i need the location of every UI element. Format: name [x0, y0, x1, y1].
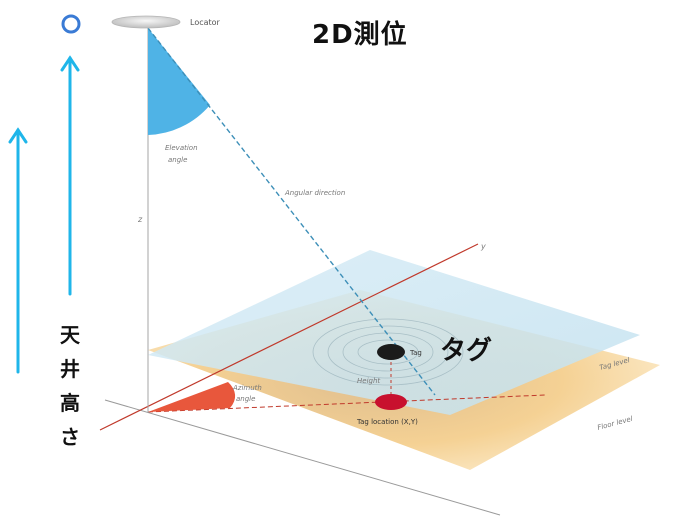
angular-direction-line	[147, 27, 436, 396]
tag-projection-marker	[375, 394, 407, 410]
azimuth-label-line1: Azimuth	[232, 384, 262, 392]
signal-rings	[312, 318, 464, 386]
azimuth-label-line2: angle	[236, 395, 255, 403]
ceiling-height-char-1: 天	[60, 323, 80, 347]
y-axis-line	[99, 243, 479, 431]
angular-direction-label: Angular direction	[284, 189, 345, 197]
tag-location-label: Tag location (X,Y)	[356, 418, 418, 426]
x-axis-line	[147, 394, 546, 413]
ceiling-height-char-3: 高	[60, 391, 80, 415]
locator-label: Locator	[190, 18, 221, 27]
page-title: 2D測位	[312, 20, 408, 50]
y-axis-label: y	[480, 242, 486, 251]
elevation-label-line2: angle	[168, 156, 187, 164]
ceiling-height-arrow	[8, 127, 28, 374]
elevation-label-line1: Elevation	[165, 144, 198, 152]
floor-level-label: Floor level	[596, 415, 633, 432]
floor-edge-line	[104, 399, 501, 516]
tag-label: Tag	[409, 349, 422, 357]
tag-marker	[377, 344, 405, 360]
elevation-wedge	[148, 28, 210, 135]
ceiling-height-char-2: 井	[60, 357, 80, 381]
azimuth-wedge	[148, 382, 236, 412]
z-axis-label: z	[137, 215, 143, 224]
locator-device	[111, 15, 181, 29]
locator-position-circle	[61, 14, 81, 34]
locator-height-arrow	[60, 55, 80, 296]
ceiling-height-char-4: さ	[60, 425, 80, 449]
ceiling-height-label: 天 井 高 さ	[58, 318, 82, 454]
tag-level-plane	[148, 250, 640, 415]
height-label: Height	[357, 377, 380, 385]
tag-jp-label: タグ	[440, 336, 493, 366]
